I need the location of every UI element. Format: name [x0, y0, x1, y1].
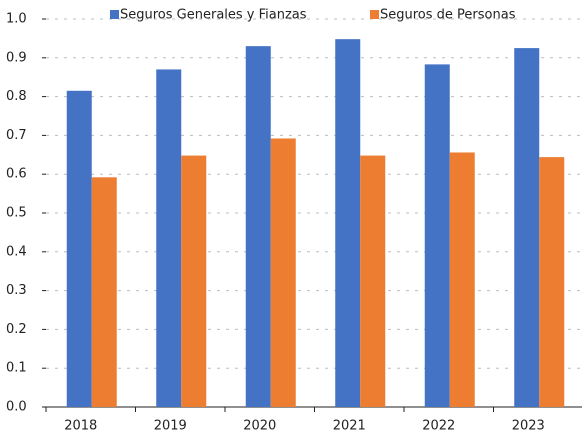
- bar: [270, 138, 296, 407]
- x-tick-label: 2023: [512, 419, 545, 434]
- bar: [360, 155, 386, 407]
- x-tick-label: 2018: [64, 419, 97, 434]
- x-tick-label: 2019: [154, 419, 187, 434]
- bar: [335, 39, 361, 408]
- y-tick-label: 0.1: [6, 361, 27, 376]
- bar: [424, 64, 450, 408]
- legend-label: Seguros Generales y Fianzas: [120, 8, 307, 23]
- bar: [66, 90, 92, 407]
- y-tick-label: 1.0: [6, 12, 27, 27]
- bar: [181, 155, 207, 407]
- y-tick-label: 0.7: [6, 128, 27, 143]
- y-tick-label: 0.3: [6, 283, 27, 298]
- bar: [245, 46, 271, 407]
- legend-swatch: [370, 10, 379, 19]
- y-tick-label: 0.6: [6, 167, 27, 182]
- bar: [449, 152, 475, 407]
- y-tick-label: 0.0: [6, 400, 27, 415]
- x-tick-label: 2022: [422, 419, 455, 434]
- bar: [156, 69, 182, 407]
- y-tick-label: 0.2: [6, 322, 27, 337]
- x-tick-label: 2020: [243, 419, 276, 434]
- y-tick-label: 0.5: [6, 206, 27, 221]
- x-tick-label: 2021: [333, 419, 366, 434]
- bar: [514, 48, 540, 407]
- y-tick-label: 0.9: [6, 50, 27, 65]
- bar: [91, 177, 117, 407]
- y-tick-label: 0.4: [6, 244, 27, 259]
- y-tick-label: 0.8: [6, 89, 27, 104]
- bar: [539, 157, 565, 407]
- legend-label: Seguros de Personas: [380, 8, 516, 23]
- legend-swatch: [110, 10, 119, 19]
